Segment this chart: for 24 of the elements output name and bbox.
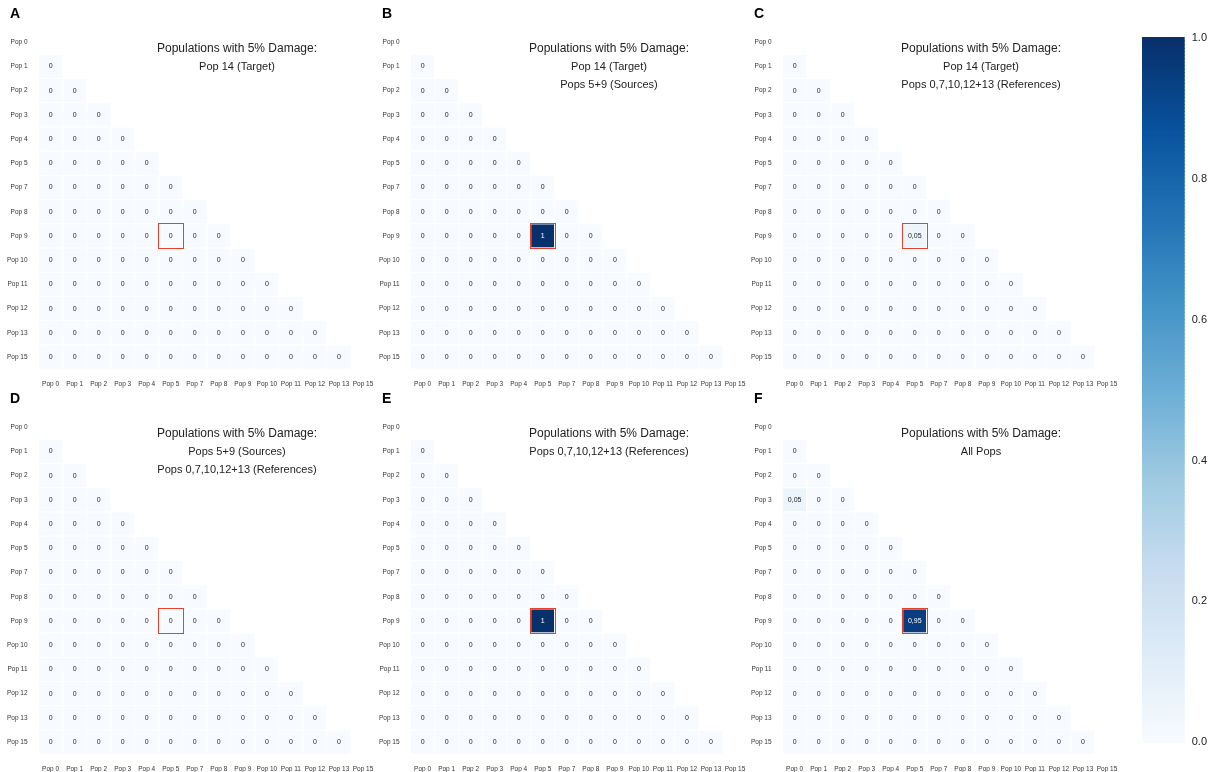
text: Pop 14 (Target) Pops 0,7,10,12+13 (References) bbox=[900, 59, 1062, 92]
text: Pops 5+9 (Sources) Pops 0,7,10,12+13 (References) bbox=[157, 445, 317, 475]
text: Populations with 5% Damage: bbox=[528, 41, 690, 55]
text: Populations with 5% Damage: bbox=[899, 40, 1063, 57]
text: All Pops bbox=[959, 444, 1003, 459]
color-bar-label: 0.0 bbox=[1191, 735, 1208, 748]
color-bar-label: 1.0 bbox=[1191, 30, 1208, 43]
text: D bbox=[10, 390, 21, 406]
text: B bbox=[382, 5, 393, 21]
text: Populations with 5% Damage: bbox=[156, 426, 318, 440]
color-bar-label: 0.4 bbox=[1191, 453, 1208, 466]
color-bar-label: 0.8 bbox=[1191, 171, 1208, 184]
color-bar-label: 0.6 bbox=[1191, 312, 1208, 325]
text: Pops 0,7,10,12+13 (References) bbox=[529, 445, 689, 457]
text: Populations with 5% Damage: bbox=[528, 426, 690, 440]
text: E bbox=[382, 390, 392, 406]
text: C bbox=[754, 5, 765, 21]
color-bar-label: 0.2 bbox=[1191, 594, 1208, 607]
text: A bbox=[10, 5, 21, 21]
text: Populations with 5% Damage: bbox=[899, 425, 1063, 442]
text: F bbox=[754, 390, 763, 406]
text: Populations with 5% Damage: bbox=[156, 41, 318, 55]
text: Pop 14 (Target) Pops 5+9 (Sources) bbox=[560, 60, 658, 90]
text: Pop 14 (Target) bbox=[199, 60, 275, 72]
